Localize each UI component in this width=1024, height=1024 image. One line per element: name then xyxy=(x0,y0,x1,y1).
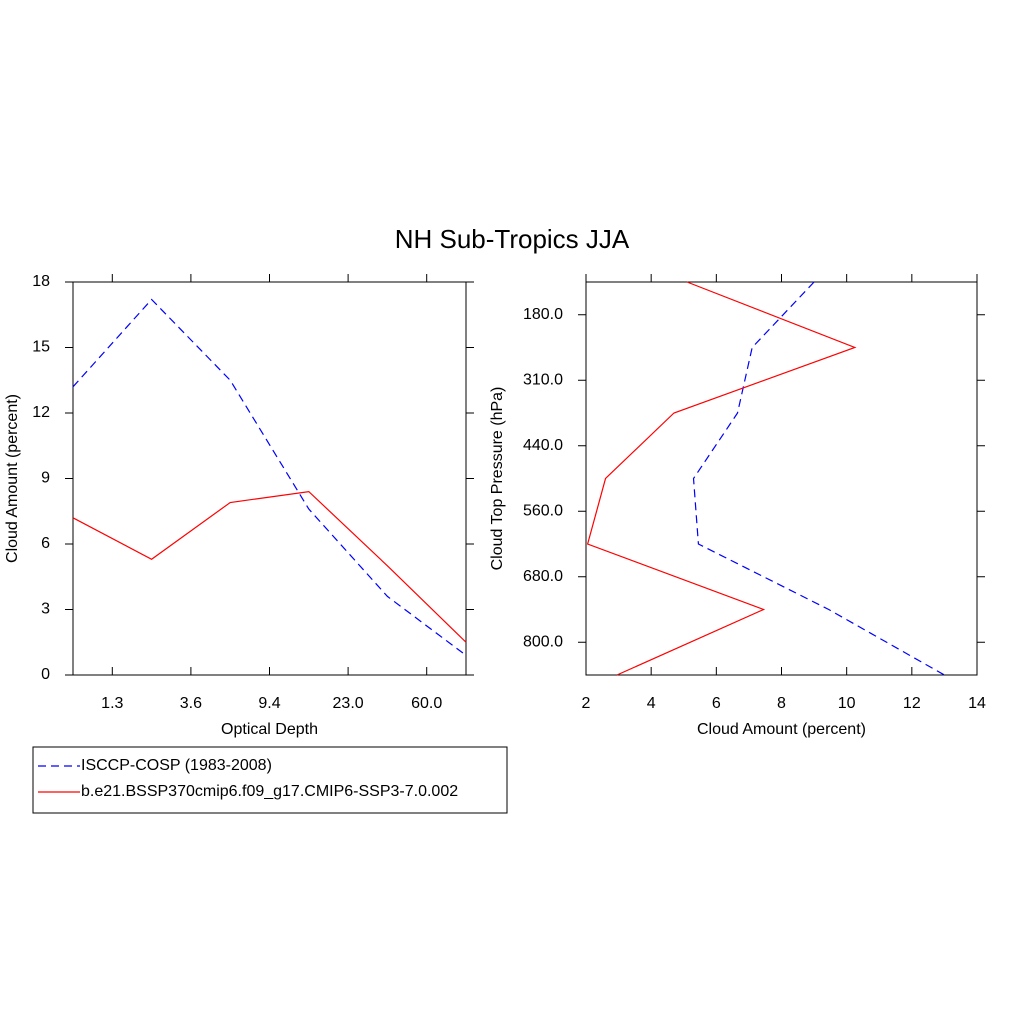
data-line xyxy=(72,298,467,656)
x-tick-label: 14 xyxy=(968,695,986,712)
legend-label: b.e21.BSSP370cmip6.f09_g17.CMIP6-SSP3-7.… xyxy=(81,783,458,800)
y-axis-label: Cloud Amount (percent) xyxy=(4,394,21,563)
plot-frame xyxy=(72,281,467,676)
y-tick-label: 0 xyxy=(41,666,50,683)
data-line xyxy=(586,281,857,676)
x-tick-label: 2 xyxy=(582,695,591,712)
x-axis-label: Optical Depth xyxy=(221,721,318,738)
x-tick-label: 10 xyxy=(838,695,856,712)
y-tick-label: 440.0 xyxy=(523,437,563,454)
data-line xyxy=(692,281,945,676)
y-tick-label: 680.0 xyxy=(523,568,563,585)
y-tick-label: 180.0 xyxy=(523,306,563,323)
y-tick-label: 18 xyxy=(32,273,50,290)
y-tick-label: 800.0 xyxy=(523,633,563,650)
x-tick-label: 4 xyxy=(647,695,656,712)
y-axis-label: Cloud Top Pressure (hPa) xyxy=(489,387,506,571)
x-tick-label: 8 xyxy=(777,695,786,712)
x-tick-label: 60.0 xyxy=(411,695,442,712)
x-tick-label: 1.3 xyxy=(101,695,123,712)
figure-title: NH Sub-Tropics JJA xyxy=(395,224,630,254)
y-tick-label: 6 xyxy=(41,535,50,552)
x-tick-label: 12 xyxy=(903,695,921,712)
x-axis-label: Cloud Amount (percent) xyxy=(697,721,866,738)
plot-frame xyxy=(585,281,978,676)
x-tick-label: 9.4 xyxy=(258,695,280,712)
x-tick-label: 23.0 xyxy=(333,695,364,712)
data-line xyxy=(72,490,467,643)
y-tick-label: 3 xyxy=(41,601,50,618)
y-tick-label: 9 xyxy=(41,470,50,487)
y-tick-label: 310.0 xyxy=(523,371,563,388)
x-tick-label: 3.6 xyxy=(180,695,202,712)
legend-label: ISCCP-COSP (1983-2008) xyxy=(81,757,272,774)
y-tick-label: 15 xyxy=(32,339,50,356)
legend-box xyxy=(32,746,508,814)
x-tick-label: 6 xyxy=(712,695,721,712)
y-tick-label: 560.0 xyxy=(523,502,563,519)
y-tick-label: 12 xyxy=(32,404,50,421)
